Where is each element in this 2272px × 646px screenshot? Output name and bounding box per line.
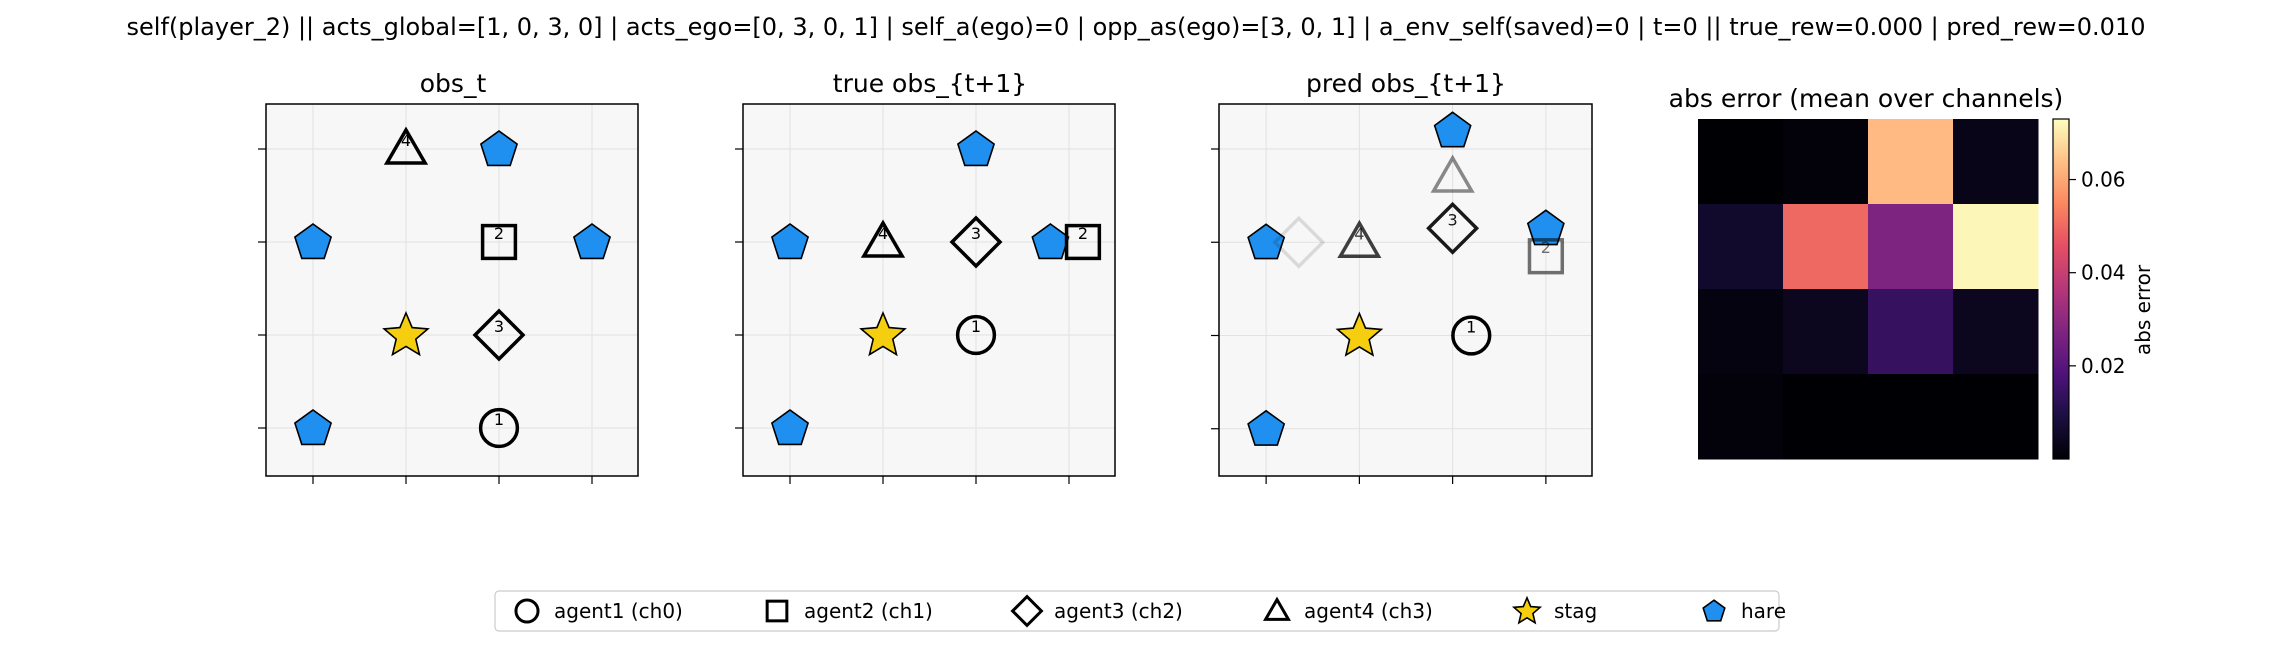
agent-square-marker	[1064, 223, 1102, 261]
panel-abs-error: abs error (mean over channels)	[1669, 84, 2064, 460]
heatmap-cell	[1698, 289, 1784, 375]
panel-background	[1219, 104, 1592, 476]
heatmap-cell	[1783, 374, 1869, 460]
colorbar-gradient	[2052, 118, 2070, 460]
hare-marker	[770, 409, 810, 446]
hare-marker	[293, 409, 333, 446]
panel-pred-obs-next: pred obs_{t+1} 1 2 3 4	[1211, 69, 1593, 484]
agent-id-label: 1	[1466, 318, 1476, 337]
panel-true-obs-next: true obs_{t+1} 1 2 3 4	[735, 69, 1116, 484]
colorbar: abs error 0.02 0.04 0.06	[2052, 118, 2155, 460]
stag-marker	[1335, 311, 1384, 357]
agent-id-label: 3	[1448, 210, 1458, 229]
heatmap-cell	[1868, 204, 1954, 290]
legend-label: agent4 (ch3)	[1304, 599, 1433, 623]
heatmap-cell	[1868, 289, 1954, 375]
colorbar-label: abs error	[2131, 264, 2155, 355]
hare-marker	[293, 223, 333, 260]
agent-id-label: 3	[971, 224, 981, 243]
panel-title-abs-error: abs error (mean over channels)	[1669, 84, 2064, 113]
heatmap-cell	[1953, 374, 2039, 460]
heatmap-cell	[1698, 204, 1784, 290]
heatmap-cell	[1698, 119, 1784, 205]
agent-id-label: 1	[494, 410, 504, 429]
panel-frame	[742, 103, 1116, 477]
agent-triangle-marker	[383, 126, 429, 165]
agent-id-label: 3	[494, 317, 504, 336]
panel-title-obs-t: obs_t	[420, 69, 487, 98]
hare-marker	[956, 130, 996, 167]
heatmap-cell	[1783, 119, 1869, 205]
agent-id-label: 2	[1078, 224, 1088, 243]
heatmap-cell	[1953, 204, 2039, 290]
heatmap-cell	[1868, 119, 1954, 205]
heatmap-cell	[1868, 374, 1954, 460]
agent-id-label: 2	[1541, 238, 1551, 257]
heatmap-cell	[1783, 289, 1869, 375]
stag-marker	[382, 310, 430, 357]
agent-id-label: 4	[401, 131, 411, 150]
agent-square-marker	[480, 223, 518, 261]
legend-label: stag	[1554, 599, 1597, 623]
agent-diamond-marker	[472, 308, 526, 362]
colorbar-tick-label: 0.02	[2081, 354, 2126, 378]
legend-diamond-symbol	[1010, 594, 1044, 628]
agent-diamond-marker	[949, 215, 1003, 269]
hare-marker	[1247, 223, 1286, 260]
heatmap-cell	[1953, 119, 2039, 205]
agent-circle-marker	[1451, 315, 1492, 356]
panel-background	[743, 104, 1115, 476]
legend-pentagon-symbol	[1702, 599, 1726, 622]
legend-star-symbol	[1511, 595, 1543, 625]
legend: agent1 (ch0) agent2 (ch1) agent3 (ch2) agen…	[494, 590, 1786, 632]
panel-title-true-obs-next: true obs_{t+1}	[833, 69, 1027, 98]
agent-circle-marker	[478, 407, 520, 449]
colorbar-tick-label: 0.04	[2081, 261, 2126, 285]
legend-circle-symbol	[514, 598, 540, 624]
hare-marker	[1526, 209, 1565, 246]
panel-obs-t: obs_t 1 2 3 4	[258, 69, 639, 484]
panel-title-pred-obs-next: pred obs_{t+1}	[1306, 69, 1506, 98]
agent-id-label: 4	[1354, 224, 1364, 243]
stag-marker	[859, 310, 907, 357]
agent-triangle-marker	[860, 219, 906, 258]
legend-label: agent1 (ch0)	[554, 599, 683, 623]
hare-marker	[479, 130, 519, 167]
agent-circle-marker	[955, 314, 997, 356]
legend-square-symbol	[765, 599, 789, 623]
colorbar-tick-label: 0.06	[2081, 168, 2126, 192]
legend-label: agent3 (ch2)	[1054, 599, 1183, 623]
hare-marker	[572, 223, 612, 260]
agent-triangle-marker	[1430, 154, 1475, 193]
panel-background	[266, 104, 638, 476]
heatmap-cell	[1783, 204, 1869, 290]
heatmap-cell	[1953, 289, 2039, 375]
legend-triangle-symbol	[1263, 596, 1291, 621]
legend-label: hare	[1741, 599, 1786, 623]
panel-frame	[1218, 103, 1593, 477]
agent-diamond-marker	[1426, 201, 1480, 255]
legend-label: agent2 (ch1)	[804, 599, 933, 623]
figure-title: self(player_2) || acts_global=[1, 0, 3, …	[127, 13, 2146, 41]
hare-marker	[1247, 409, 1286, 446]
hare-marker	[1433, 111, 1472, 148]
agent-triangle-marker	[1337, 219, 1382, 259]
panel-frame	[265, 103, 639, 477]
agent-id-label: 1	[971, 317, 981, 336]
heatmap-cell	[1698, 374, 1784, 460]
hare-marker	[770, 223, 810, 260]
agent-id-label: 2	[494, 224, 504, 243]
legend-box	[494, 590, 1780, 632]
agent-diamond-marker	[1272, 215, 1326, 269]
agent-id-label: 4	[878, 224, 888, 243]
agent-square-marker	[1527, 238, 1565, 275]
